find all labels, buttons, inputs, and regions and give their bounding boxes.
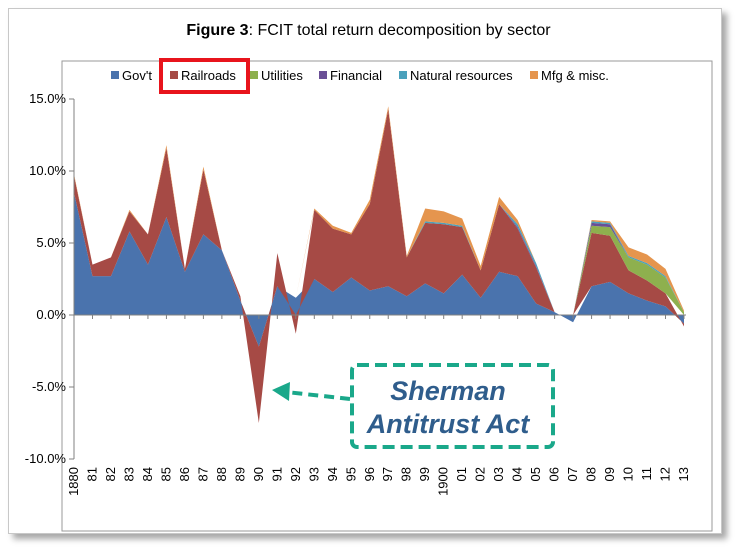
legend-label-natural-resources: Natural resources (410, 68, 513, 83)
x-tick-label: 83 (121, 467, 136, 481)
y-tick-label: -5.0% (32, 379, 66, 394)
x-tick-label: 89 (232, 467, 247, 481)
x-tick-label: 11 (639, 467, 654, 481)
x-tick-label: 94 (325, 467, 340, 481)
callout-box (350, 363, 555, 449)
x-tick-label: 1900 (436, 467, 451, 496)
x-tick-label: 02 (473, 467, 488, 481)
x-tick-label: 07 (565, 467, 580, 481)
x-tick-label: 98 (399, 467, 414, 481)
area-railroads (74, 109, 684, 423)
y-tick-label: 10.0% (29, 163, 66, 178)
x-tick-label: 12 (658, 467, 673, 481)
x-tick-label: 06 (547, 467, 562, 481)
x-tick-label: 87 (195, 467, 210, 481)
legend-label-railroads: Railroads (181, 68, 236, 83)
x-tick-label: 04 (510, 467, 525, 481)
x-tick-label: 86 (177, 467, 192, 481)
legend: Gov't Railroads Utilities Financial Natural … (111, 58, 609, 94)
x-tick-label: 90 (251, 467, 266, 481)
legend-label-utilities: Utilities (261, 68, 303, 83)
legend-swatch-railroads (170, 71, 178, 79)
legend-highlight-box (159, 58, 250, 94)
figure-number: Figure 3 (186, 22, 249, 39)
figure-caption: : FCIT total return decomposition by sec… (248, 22, 551, 39)
x-tick-label: 84 (140, 467, 155, 481)
y-tick-label: 15.0% (29, 91, 66, 106)
legend-label-financial: Financial (330, 68, 382, 83)
callout-arrow-line (285, 390, 351, 401)
y-tick-label: 0.0% (36, 307, 66, 322)
x-tick-label: 82 (103, 467, 118, 481)
x-tick-label: 92 (288, 467, 303, 481)
x-tick-label: 85 (158, 467, 173, 481)
y-tick-label: 5.0% (36, 235, 66, 250)
x-tick-label: 97 (380, 467, 395, 481)
callout-arrowhead (272, 382, 290, 401)
callout-line-2: Antitrust Act (366, 409, 530, 439)
x-tick-label: 13 (676, 467, 691, 481)
x-tick-label: 10 (621, 467, 636, 481)
legend-label-mfg-misc: Mfg & misc. (541, 68, 609, 83)
legend-swatch-natural-resources (399, 71, 407, 79)
plot-area (61, 60, 713, 532)
axes: -10.0% -5.0% 0.0% 5.0% 10.0% 15.0% 1880 81 82 83 8… (25, 91, 691, 496)
legend-label-gov-t: Gov't (122, 68, 152, 83)
series-areas (74, 106, 684, 423)
x-tick-label: 03 (491, 467, 506, 481)
x-tick-label: 93 (306, 467, 321, 481)
figure-title: Figure 3: FCIT total return decompositio… (0, 22, 737, 40)
x-tick-label: 95 (343, 467, 358, 481)
x-tick-label: 01 (454, 467, 469, 481)
legend-swatch-financial (319, 71, 327, 79)
x-tick-label: 1880 (66, 467, 81, 496)
x-tick-label: 81 (84, 467, 99, 481)
x-tick-label: 91 (269, 467, 284, 481)
sherman-callout: Sherman Antitrust Act (272, 363, 555, 449)
area-gov-t (74, 192, 684, 347)
legend-swatch-gov-t (111, 71, 119, 79)
x-tick-label: 09 (602, 467, 617, 481)
legend-swatch-mfg-misc (530, 71, 538, 79)
x-tick-label: 96 (362, 467, 377, 481)
x-tick-label: 08 (584, 467, 599, 481)
callout-line-1: Sherman (390, 376, 506, 406)
legend-swatch-utilities (250, 71, 258, 79)
x-tick-label: 05 (528, 467, 543, 481)
x-tick-label: 99 (417, 467, 432, 481)
y-tick-label: -10.0% (25, 451, 67, 466)
x-tick-label: 88 (214, 467, 229, 481)
